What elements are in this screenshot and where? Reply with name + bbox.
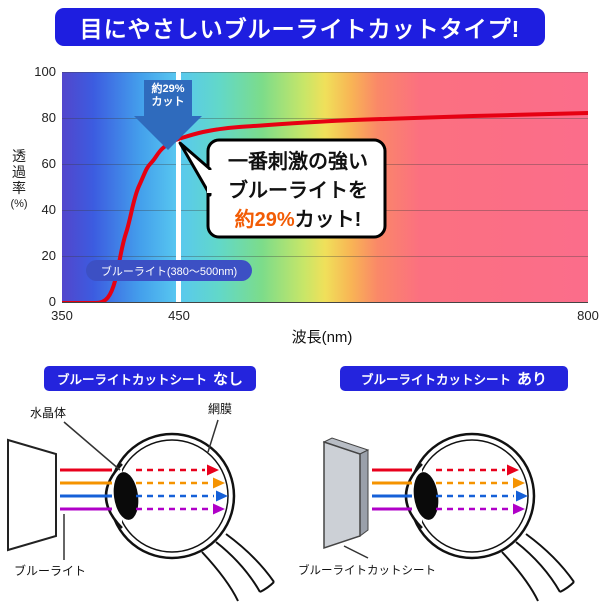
sheet-label-line <box>343 545 369 559</box>
y-tick-40: 40 <box>41 202 56 217</box>
eye-muscle <box>201 551 239 602</box>
optic-nerve <box>259 581 275 593</box>
x-tick-800: 800 <box>577 308 599 323</box>
x-tick-350: 350 <box>51 308 73 323</box>
sheet-side-edge <box>359 449 369 537</box>
ray-blue-arrowhead <box>216 490 228 502</box>
callout-line1: 一番刺激の強い <box>228 151 368 173</box>
x-axis-title: 波長(nm) <box>291 329 353 346</box>
sheet-front <box>323 440 361 550</box>
ray-red-arrowhead <box>507 464 519 476</box>
ray-orange-arrowhead <box>213 477 225 489</box>
optic-nerve <box>515 541 561 593</box>
lens-shape <box>113 472 139 520</box>
y-tick-20: 20 <box>41 248 56 263</box>
callout-text: 一番刺激の強い ブルーライトを 約29%カット! <box>212 148 384 235</box>
callout-bubble <box>178 138 387 239</box>
cut-arrow-line1: 約29% <box>151 83 185 95</box>
cut-arrow-icon <box>134 80 202 150</box>
transmittance-curve <box>62 111 588 302</box>
eye-diagram-no-sheet <box>7 419 275 602</box>
ray-purple-arrowhead <box>213 503 225 515</box>
header-without-sheet-prefix: ブルーライトカットシート <box>56 373 207 387</box>
header-with-sheet-prefix: ブルーライトカットシート <box>360 373 511 387</box>
lens-shape <box>413 472 439 520</box>
optic-nerve <box>559 581 575 593</box>
curve-path <box>62 111 588 302</box>
y-tick-100: 100 <box>34 64 56 79</box>
y-axis-title-text: 透過率 <box>12 148 26 196</box>
header-with-sheet: ブルーライトカットシート あり <box>340 366 568 391</box>
header-without-sheet: ブルーライトカットシート なし <box>44 366 256 391</box>
lens-label-line <box>63 421 121 471</box>
callout-line3: 約29%カット! <box>212 206 384 235</box>
banner-title: 目にやさしいブルーライトカットタイプ! <box>79 16 521 42</box>
cut-arrow-label: 約29% カット <box>144 83 192 109</box>
ray-red-arrowhead <box>207 464 219 476</box>
ray-orange-arrowhead <box>513 477 525 489</box>
ray-purple-arrowhead <box>513 503 525 515</box>
eye-diagram-with-sheet <box>322 432 575 602</box>
callout-line2: ブルーライトを <box>228 180 368 202</box>
y-tick-60: 60 <box>41 156 56 171</box>
header-without-sheet-suffix: なし <box>213 371 244 388</box>
bluelight-range-label: ブルーライト(380〜500nm) <box>100 265 238 278</box>
callout-highlight: 約29% <box>234 209 295 231</box>
bluelight-label: ブルーライト <box>14 564 87 578</box>
optic-nerve <box>215 541 261 593</box>
cut-arrow-line2: カット <box>151 96 185 108</box>
optic-nerve <box>225 533 275 583</box>
header-with-sheet-suffix: あり <box>517 371 548 388</box>
lens-label: 水晶体 <box>30 406 67 420</box>
y-tick-80: 80 <box>41 110 56 125</box>
y-axis-unit: (%) <box>10 198 28 210</box>
retina-label: 網膜 <box>208 402 233 416</box>
bluelight-range-badge: ブルーライト(380〜500nm) <box>86 260 252 281</box>
screen-shape <box>7 438 57 552</box>
gridline <box>62 72 588 73</box>
optic-nerve <box>525 533 575 583</box>
ray-blue-arrowhead <box>516 490 528 502</box>
gridline <box>62 118 588 119</box>
x-tick-450: 450 <box>168 308 190 323</box>
gridline <box>62 256 588 257</box>
y-tick-0: 0 <box>48 294 56 309</box>
callout-suffix: カット! <box>294 209 362 231</box>
y-axis-title: 透過率 (%) <box>10 148 28 210</box>
sheet-label: ブルーライトカットシート <box>298 565 436 577</box>
wavelength-450-marker <box>176 72 181 302</box>
eye-muscle <box>501 551 539 602</box>
retina-label-line <box>207 419 219 453</box>
banner: 目にやさしいブルーライトカットタイプ! <box>55 8 545 46</box>
